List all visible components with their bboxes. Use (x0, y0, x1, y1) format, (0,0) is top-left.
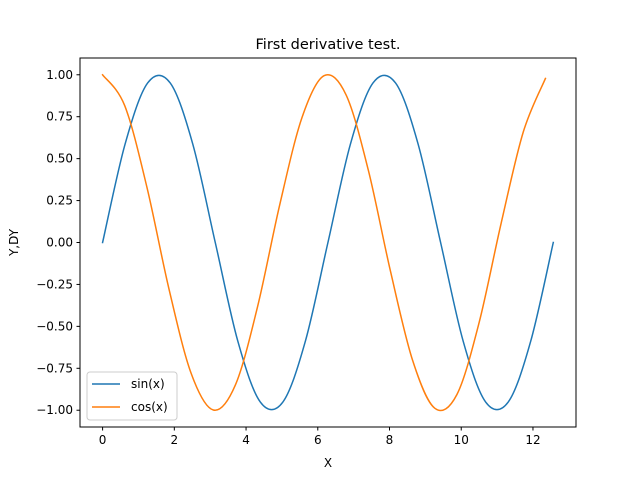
x-tick-label: 4 (242, 433, 250, 447)
y-tick-label: 0.75 (46, 110, 73, 124)
x-tick-label: 10 (454, 433, 469, 447)
x-tick-label: 6 (314, 433, 322, 447)
chart-title: First derivative test. (256, 37, 401, 53)
y-tick-label: −0.75 (36, 361, 73, 375)
legend-label-sin: sin(x) (131, 377, 165, 391)
y-tick-label: −0.50 (36, 319, 73, 333)
y-tick-label: −0.25 (36, 277, 73, 291)
series-layer (101, 73, 555, 412)
series-line-cos-x (101, 73, 547, 412)
y-axis-label: Y,DY (7, 228, 21, 257)
y-tick-label: 0.00 (46, 236, 73, 250)
y-tick-label: −1.00 (36, 403, 73, 417)
legend-label-cos: cos(x) (131, 400, 168, 414)
y-tick-label: 0.50 (46, 152, 73, 166)
x-tick-label: 0 (99, 433, 107, 447)
x-tick-label: 8 (386, 433, 394, 447)
x-axis-label: X (324, 456, 332, 470)
legend: sin(x) cos(x) (86, 371, 178, 421)
y-tick-label: 0.25 (46, 194, 73, 208)
y-axis-ticks: −1.00 −0.75 −0.50 −0.25 0.00 0.25 0.50 0.75 1.00 (36, 68, 80, 417)
y-tick-label: 1.00 (46, 68, 73, 82)
x-tick-label: 2 (171, 433, 179, 447)
x-tick-label: 12 (525, 433, 540, 447)
x-axis-ticks: 0 2 4 6 8 10 12 (99, 427, 541, 447)
